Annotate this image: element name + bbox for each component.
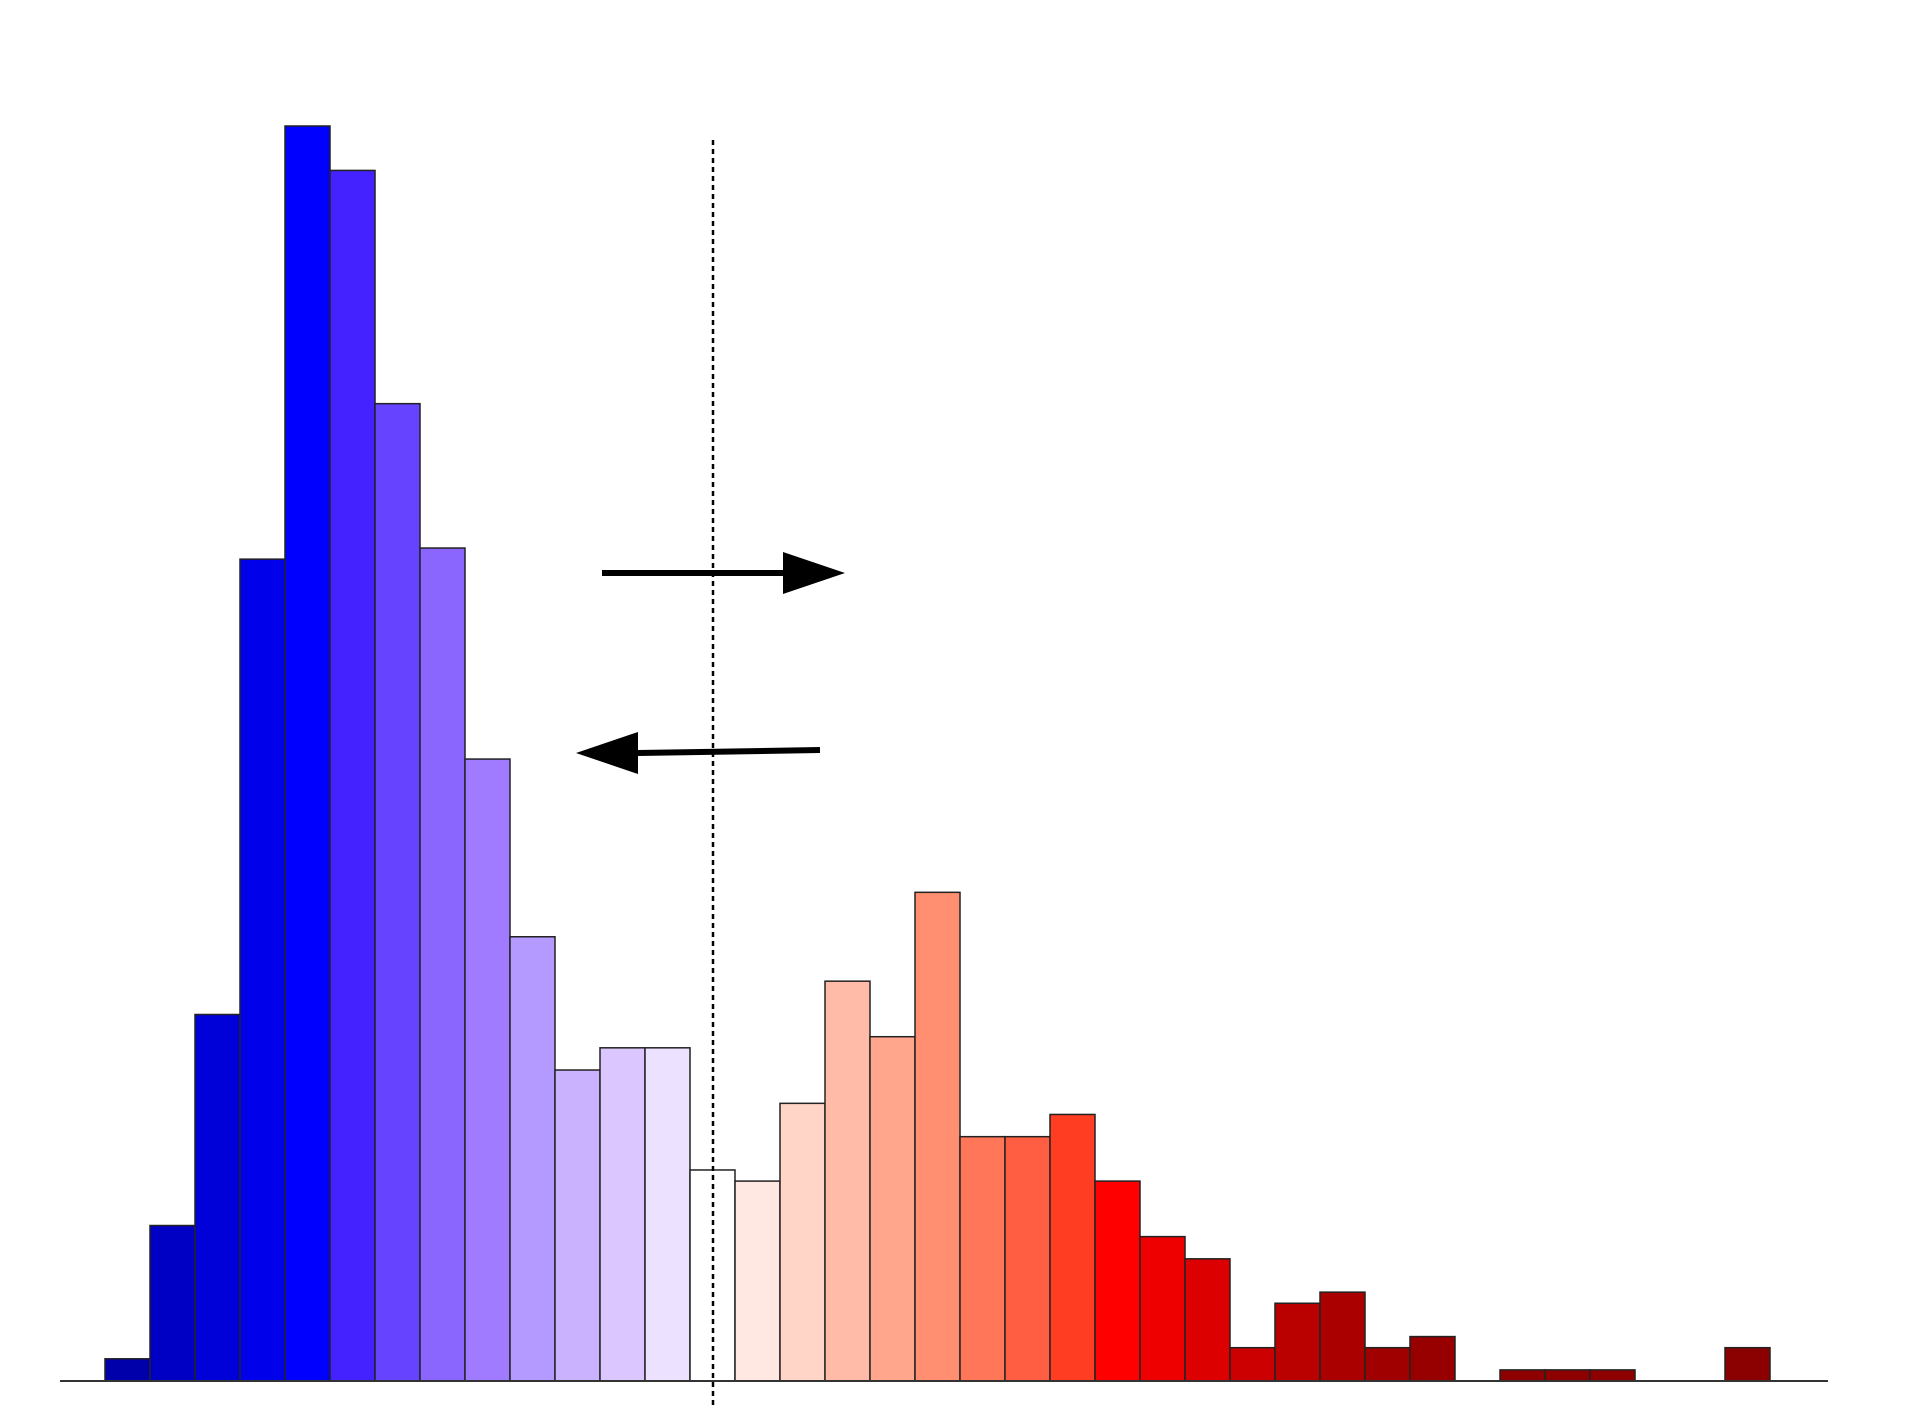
histogram-bar-37 [1724,1346,1771,1382]
histogram-bar-32 [1499,1369,1546,1382]
histogram-bar-28 [1319,1291,1366,1382]
histogram-bar-17 [824,980,871,1382]
histogram-bar-33 [1544,1369,1591,1382]
histogram-bar-9 [464,758,511,1382]
bars-group [104,125,1771,1382]
histogram-bar-18 [869,1035,916,1382]
left-arrow-icon [576,732,821,774]
histogram-bar-27 [1274,1302,1321,1382]
histogram-bar-16 [779,1102,826,1382]
arrows-group [576,552,845,774]
histogram-bar-1 [104,1358,151,1382]
histogram-bar-20 [959,1135,1006,1382]
histogram-bar-2 [149,1224,196,1382]
histogram-bar-10 [509,936,556,1382]
histogram-bar-3 [194,1013,241,1382]
histogram-bar-7 [374,402,421,1382]
histogram-bar-30 [1409,1335,1456,1382]
histogram-bar-12 [599,1047,646,1382]
histogram-bar-4 [239,558,286,1382]
right-arrow-icon [602,552,845,594]
histogram-bar-26 [1229,1346,1276,1382]
histogram-bar-25 [1184,1258,1231,1382]
histogram-bar-11 [554,1069,601,1382]
histogram-bar-21 [1004,1135,1051,1382]
histogram-bar-13 [644,1047,691,1382]
histogram-bar-22 [1049,1113,1096,1382]
histogram-bar-34 [1589,1369,1636,1382]
histogram-bar-24 [1139,1235,1186,1382]
histogram-bar-6 [329,169,376,1382]
histogram-bar-23 [1094,1180,1141,1382]
histogram-bar-5 [284,125,331,1382]
histogram-bar-29 [1364,1346,1411,1382]
histogram-bar-15 [734,1180,781,1382]
histogram-bar-8 [419,547,466,1382]
histogram-bar-19 [914,891,961,1382]
